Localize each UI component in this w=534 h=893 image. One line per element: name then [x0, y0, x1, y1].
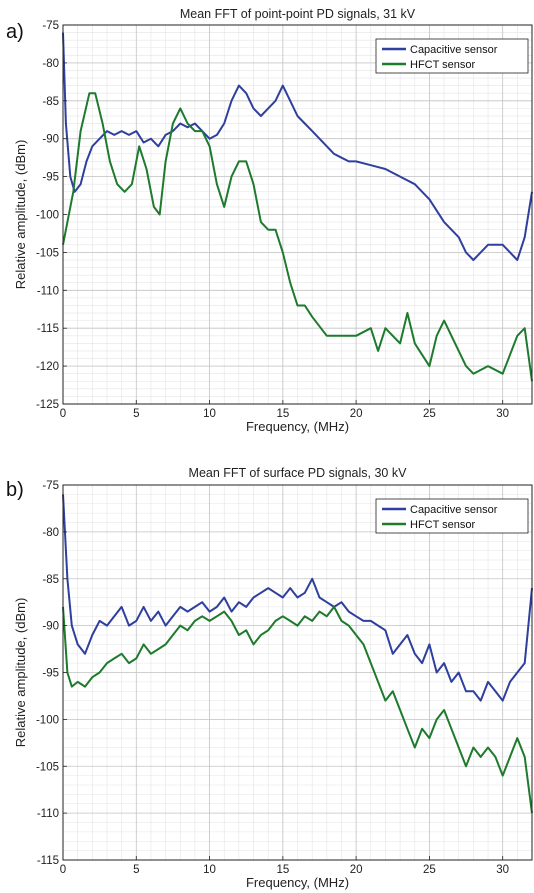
legend-label-capacitive: Capacitive sensor	[410, 504, 498, 516]
chart-title: Mean FFT of surface PD signals, 30 kV	[189, 466, 408, 480]
y-axis-label: Relative amplitude, (dBm)	[13, 598, 28, 748]
x-tick-label: 0	[60, 864, 66, 876]
legend-label-hfct: HFCT sensor	[410, 519, 476, 531]
y-tick-label: -80	[42, 58, 59, 70]
y-tick-label: -75	[42, 480, 59, 492]
y-tick-label: -100	[36, 210, 59, 222]
x-tick-label: 0	[60, 408, 66, 420]
legend: Capacitive sensor HFCT sensor	[375, 498, 529, 534]
y-tick-label: -115	[37, 323, 59, 335]
y-tick-label: -105	[36, 761, 59, 773]
panel-label: b)	[6, 479, 24, 501]
x-tick-label: 10	[203, 864, 216, 876]
legend-label-capacitive: Capacitive sensor	[410, 44, 498, 56]
y-tick-label: -85	[42, 574, 59, 586]
chart-title: Mean FFT of point-point PD signals, 31 k…	[180, 7, 416, 21]
y-tick-label: -100	[36, 714, 59, 726]
x-tick-label: 30	[496, 864, 509, 876]
x-tick-label: 20	[350, 864, 363, 876]
legend-box	[375, 38, 529, 74]
legend-box	[375, 498, 529, 534]
x-axis-label: Frequency, (MHz)	[246, 875, 349, 890]
x-tick-label: 5	[133, 864, 139, 876]
legend-label-hfct: HFCT sensor	[410, 59, 476, 71]
y-tick-label: -110	[37, 808, 59, 820]
chart-panel-1: 0 5 10 15 20 25 30 -75 -80 -85 -90 -95 -100 -105 -110 -…	[6, 7, 533, 434]
x-tick-label: 5	[133, 408, 139, 420]
y-tick-label: -75	[42, 20, 59, 32]
y-tick-label: -90	[42, 621, 59, 633]
chart-panel-2: 0 5 10 15 20 25 30 -75 -80 -85 -90 -95 -100 -105 -110 -…	[6, 466, 533, 890]
series-line-hfct	[62, 92, 533, 382]
x-tick-label: 15	[276, 864, 289, 876]
y-tick-label: -80	[42, 527, 59, 539]
series-line-capacitive	[62, 32, 533, 261]
y-tick-label: -105	[36, 247, 59, 259]
y-axis-label: Relative amplitude, (dBm)	[13, 140, 28, 290]
y-tick-label: -85	[42, 96, 59, 108]
x-tick-label: 30	[496, 408, 509, 420]
y-tick-label: -95	[42, 172, 59, 184]
panel-label: a)	[6, 21, 24, 43]
y-tick-label: -125	[36, 399, 59, 411]
x-tick-label: 25	[423, 408, 436, 420]
y-tick-label: -95	[42, 668, 59, 680]
x-tick-label: 20	[350, 408, 363, 420]
y-tick-label: -115	[37, 855, 59, 867]
y-tick-label: -90	[42, 134, 59, 146]
legend: Capacitive sensor HFCT sensor	[375, 38, 529, 74]
x-tick-label: 25	[423, 864, 436, 876]
y-tick-label: -110	[37, 285, 59, 297]
x-tick-label: 15	[276, 408, 289, 420]
series-line-capacitive	[62, 494, 533, 702]
y-tick-label: -120	[36, 361, 59, 373]
x-axis-label: Frequency, (MHz)	[246, 419, 349, 434]
series-line-hfct	[62, 605, 533, 814]
x-tick-label: 10	[203, 408, 216, 420]
